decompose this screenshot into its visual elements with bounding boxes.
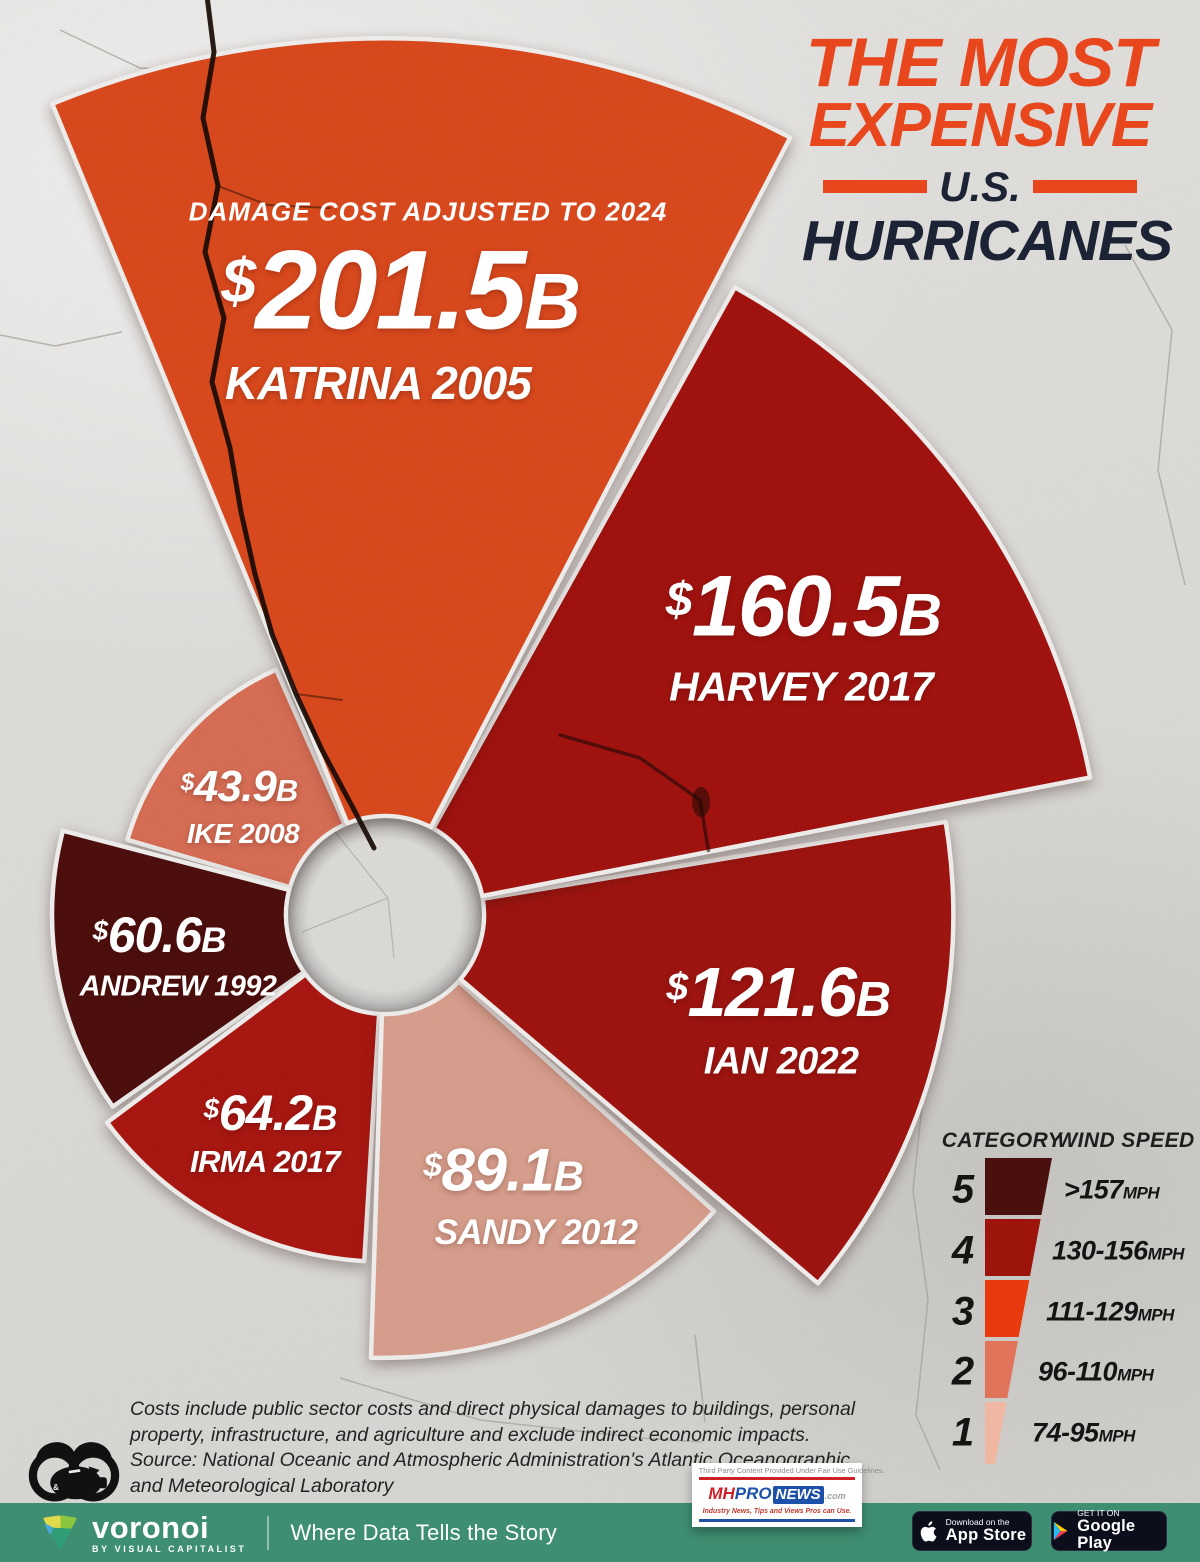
legend-wind-5: >157MPH	[1064, 1174, 1160, 1205]
legend-category-header: CATEGORY	[941, 1129, 1063, 1152]
legend-cat-2: 2	[951, 1349, 975, 1394]
wedge-label-ian-amount: $121.6B	[666, 953, 891, 1031]
legend-cat-5: 5	[951, 1167, 975, 1212]
wedge-label-ian-name: IAN 2022	[703, 1040, 859, 1083]
footnote-line-4: and Meteorological Laboratory	[130, 1474, 394, 1497]
wedge-label-sandy-name: SANDY 2012	[434, 1213, 638, 1252]
wedge-label-ike-amount: $43.9B	[180, 762, 299, 811]
legend-cat-3: 3	[951, 1289, 975, 1334]
wedge-label-andrew-name: ANDREW 1992	[79, 970, 277, 1003]
footer-tagline: Where Data Tells the Story	[290, 1519, 557, 1545]
mhp-tagline: Industry News, Tips and Views Pros can U…	[702, 1506, 852, 1515]
wedge-label-irma-name: IRMA 2017	[189, 1144, 341, 1179]
mhpronews-logo: MH PRO NEWS .com	[708, 1484, 846, 1504]
chart-subtitle: DAMAGE COST ADJUSTED TO 2024	[188, 196, 668, 227]
legend-wind-header: WIND SPEED	[1057, 1129, 1195, 1152]
footnote-line-1: Costs include public sector costs and di…	[130, 1398, 856, 1420]
wedge-label-sandy-amount: $89.1B	[423, 1136, 583, 1204]
apple-icon	[920, 1521, 937, 1542]
legend-cat-4: 4	[951, 1228, 975, 1273]
voronoi-logo-icon[interactable]	[40, 1513, 80, 1553]
wedge-label-irma-amount: $64.2B	[203, 1085, 338, 1141]
mhp-red-rule	[699, 1477, 855, 1480]
mhp-blue-rule	[699, 1519, 855, 1522]
google-play-text: GET IT ON Google Play	[1077, 1508, 1136, 1553]
title-line-3: U.S.	[939, 162, 1021, 210]
voronoi-brand-name: voronoi	[92, 1509, 210, 1545]
wedge-label-ike-name: IKE 2008	[186, 818, 300, 849]
legend-wind-1: 74-95MPH	[1032, 1417, 1135, 1448]
title-us-row: U.S.	[802, 162, 1158, 210]
legend-wind-4: 130-156MPH	[1052, 1235, 1184, 1266]
wedge-label-katrina-amount: $201.5B	[221, 227, 581, 353]
title-bar-right	[1032, 180, 1137, 194]
fair-use-disclaimer: Third Party Content Provided Under Fair …	[698, 1466, 885, 1475]
svg-text:&: &	[53, 1483, 59, 1492]
footnote-line-2: property, infrastructure, and agricultur…	[130, 1423, 811, 1446]
mhpronews-card[interactable]: Third Party Content Provided Under Fair …	[692, 1463, 885, 1527]
legend-swatch-cat5	[985, 1158, 1052, 1215]
title-bar-left	[823, 180, 928, 194]
footer-divider	[266, 1515, 269, 1550]
google-play-badge[interactable]: GET IT ON Google Play	[1051, 1508, 1167, 1553]
wedge-label-andrew-amount: $60.6B	[92, 907, 227, 963]
voronoi-brand-sub: BY VISUAL CAPITALIST	[92, 1543, 247, 1554]
title-line-1: THE MOST	[805, 24, 1156, 101]
google-play-icon	[1053, 1521, 1068, 1541]
wedge-label-katrina-name: KATRINA 2005	[225, 357, 532, 409]
title-line-2: EXPENSIVE	[808, 91, 1152, 161]
voronoi-brand[interactable]: voronoi BY VISUAL CAPITALIST	[92, 1512, 247, 1554]
wedge-label-harvey-name: HARVEY 2017	[669, 663, 934, 710]
title-block: THE MOST EXPENSIVE U.S. HURRICANES	[802, 24, 1173, 273]
title-line-4: HURRICANES	[802, 208, 1173, 273]
legend-wind-2: 96-110MPH	[1038, 1356, 1154, 1387]
wedge-label-harvey-amount: $160.5B	[665, 558, 942, 655]
app-store-text: Download on the App Store	[945, 1516, 1027, 1544]
legend-cat-1: 1	[951, 1410, 975, 1455]
binoculars-piggy-logo: &	[28, 1442, 120, 1502]
app-store-badge[interactable]: Download on the App Store	[912, 1511, 1032, 1551]
legend-wind-3: 111-129MPH	[1046, 1296, 1174, 1327]
footnote: Costs include public sector costs and di…	[130, 1397, 870, 1499]
footnote-line-3: Source: National Oceanic and Atmospheric…	[130, 1449, 851, 1472]
